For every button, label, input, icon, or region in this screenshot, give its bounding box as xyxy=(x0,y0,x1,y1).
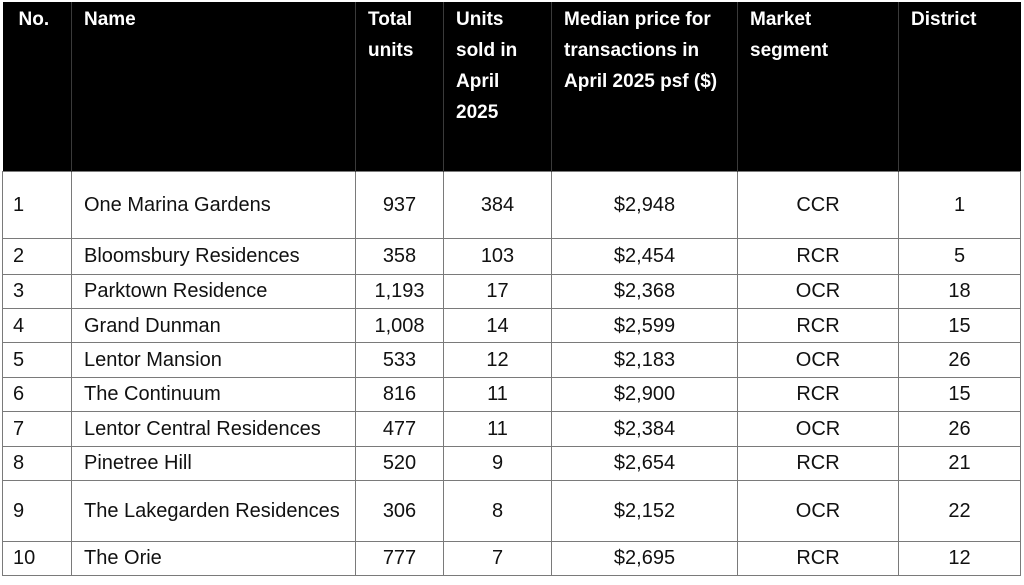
cell-total-units: 520 xyxy=(355,445,444,481)
condo-sales-table: No. Name Total units Units sold in April… xyxy=(2,2,1021,577)
cell-total-units: 1,008 xyxy=(355,308,444,344)
cell-no: 8 xyxy=(2,445,72,481)
cell-no: 2 xyxy=(2,238,72,275)
cell-no: 9 xyxy=(2,479,72,542)
cell-median-price: $2,454 xyxy=(551,238,738,275)
cell-name: Bloomsbury Residences xyxy=(71,238,356,275)
cell-market-segment: CCR xyxy=(737,170,899,240)
header-total-units: Total units xyxy=(355,2,444,171)
cell-total-units: 533 xyxy=(355,342,444,378)
table-row: 2 Bloomsbury Residences 358 103 $2,454 R… xyxy=(2,238,1021,275)
cell-units-sold: 8 xyxy=(443,479,552,542)
cell-name: Lentor Mansion xyxy=(71,342,356,378)
cell-market-segment: RCR xyxy=(737,238,899,275)
header-row: No. Name Total units Units sold in April… xyxy=(2,2,1021,171)
cell-total-units: 358 xyxy=(355,238,444,275)
cell-name: Parktown Residence xyxy=(71,273,356,310)
table-row: 7 Lentor Central Residences 477 11 $2,38… xyxy=(2,411,1021,447)
cell-median-price: $2,695 xyxy=(551,540,738,577)
cell-units-sold: 17 xyxy=(443,273,552,310)
table-row: 3 Parktown Residence 1,193 17 $2,368 OCR… xyxy=(2,273,1021,310)
cell-market-segment: OCR xyxy=(737,273,899,310)
cell-total-units: 937 xyxy=(355,170,444,240)
cell-no: 6 xyxy=(2,376,72,413)
table-row: 4 Grand Dunman 1,008 14 $2,599 RCR 15 xyxy=(2,308,1021,344)
cell-total-units: 1,193 xyxy=(355,273,444,310)
cell-market-segment: OCR xyxy=(737,479,899,542)
table-row: 1 One Marina Gardens 937 384 $2,948 CCR … xyxy=(2,170,1021,240)
cell-district: 15 xyxy=(898,376,1021,413)
cell-median-price: $2,183 xyxy=(551,342,738,378)
cell-name: The Continuum xyxy=(71,376,356,413)
table-row: 9 The Lakegarden Residences 306 8 $2,152… xyxy=(2,479,1021,542)
cell-median-price: $2,368 xyxy=(551,273,738,310)
table-row: 5 Lentor Mansion 533 12 $2,183 OCR 26 xyxy=(2,342,1021,378)
cell-market-segment: RCR xyxy=(737,376,899,413)
cell-units-sold: 9 xyxy=(443,445,552,481)
cell-district: 12 xyxy=(898,540,1021,577)
cell-name: Pinetree Hill xyxy=(71,445,356,481)
cell-total-units: 306 xyxy=(355,479,444,542)
cell-units-sold: 14 xyxy=(443,308,552,344)
cell-district: 18 xyxy=(898,273,1021,310)
header-district: District xyxy=(898,2,1021,171)
cell-district: 22 xyxy=(898,479,1021,542)
cell-units-sold: 103 xyxy=(443,238,552,275)
cell-market-segment: OCR xyxy=(737,411,899,447)
cell-units-sold: 12 xyxy=(443,342,552,378)
table-row: 8 Pinetree Hill 520 9 $2,654 RCR 21 xyxy=(2,445,1021,481)
cell-no: 3 xyxy=(2,273,72,310)
cell-median-price: $2,384 xyxy=(551,411,738,447)
header-name: Name xyxy=(71,2,356,171)
cell-units-sold: 11 xyxy=(443,411,552,447)
cell-name: The Orie xyxy=(71,540,356,577)
cell-units-sold: 7 xyxy=(443,540,552,577)
cell-name: One Marina Gardens xyxy=(71,170,356,240)
cell-name: Lentor Central Residences xyxy=(71,411,356,447)
header-units-sold: Units sold in April 2025 xyxy=(443,2,552,171)
cell-median-price: $2,948 xyxy=(551,170,738,240)
cell-market-segment: RCR xyxy=(737,308,899,344)
cell-no: 7 xyxy=(2,411,72,447)
cell-district: 26 xyxy=(898,342,1021,378)
cell-district: 1 xyxy=(898,170,1021,240)
cell-median-price: $2,599 xyxy=(551,308,738,344)
cell-district: 26 xyxy=(898,411,1021,447)
header-median-price: Median price for transactions in April 2… xyxy=(551,2,738,171)
cell-market-segment: OCR xyxy=(737,342,899,378)
cell-total-units: 816 xyxy=(355,376,444,413)
cell-median-price: $2,900 xyxy=(551,376,738,413)
cell-median-price: $2,654 xyxy=(551,445,738,481)
table-row: 6 The Continuum 816 11 $2,900 RCR 15 xyxy=(2,376,1021,413)
cell-total-units: 777 xyxy=(355,540,444,577)
cell-median-price: $2,152 xyxy=(551,479,738,542)
header-no: No. xyxy=(2,2,72,171)
cell-district: 5 xyxy=(898,238,1021,275)
cell-no: 5 xyxy=(2,342,72,378)
cell-market-segment: RCR xyxy=(737,445,899,481)
table-row: 10 The Orie 777 7 $2,695 RCR 12 xyxy=(2,540,1021,577)
cell-units-sold: 384 xyxy=(443,170,552,240)
cell-name: The Lakegarden Residences xyxy=(71,479,356,542)
cell-district: 15 xyxy=(898,308,1021,344)
cell-district: 21 xyxy=(898,445,1021,481)
cell-no: 10 xyxy=(2,540,72,577)
cell-market-segment: RCR xyxy=(737,540,899,577)
cell-units-sold: 11 xyxy=(443,376,552,413)
cell-no: 1 xyxy=(2,170,72,240)
cell-name: Grand Dunman xyxy=(71,308,356,344)
cell-total-units: 477 xyxy=(355,411,444,447)
cell-no: 4 xyxy=(2,308,72,344)
header-market-segment: Market segment xyxy=(737,2,899,171)
